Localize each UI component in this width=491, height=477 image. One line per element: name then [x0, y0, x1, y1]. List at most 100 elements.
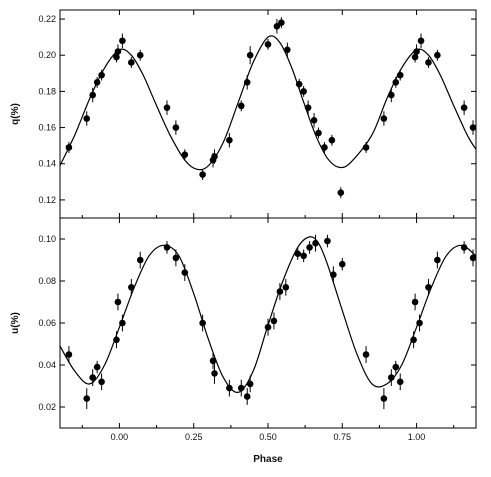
panel-top-data-point [321, 144, 328, 151]
panel-bottom-x-tick-label: 0.25 [185, 432, 203, 442]
panel-bottom-ylabel: u(%) [10, 312, 21, 334]
panel-bottom-data-point [211, 370, 218, 377]
panel-top-data-point [469, 124, 477, 131]
panel-bottom-data-point [388, 374, 395, 381]
panel-top-data-point [114, 48, 122, 55]
panel-top-data-point [337, 189, 345, 196]
panel-bottom-y-tick-label: 0.08 [38, 276, 56, 286]
panel-top-data-point [128, 59, 135, 66]
panel-top-data-point [310, 117, 318, 124]
panel-bottom-x-tick-label: 1.00 [408, 432, 426, 442]
panel-bottom-data-point [434, 256, 441, 264]
panel-bottom-data-point [119, 319, 126, 327]
panel-bottom-data-point [411, 298, 419, 306]
panel-top-data-point [295, 80, 303, 88]
panel-top-data-point [136, 51, 144, 59]
panel-top-data-point [98, 71, 105, 79]
panel-bottom-data-point [380, 395, 388, 402]
panel-top-data-point [392, 79, 400, 86]
panel-bottom-x-tick-label: 0.75 [334, 432, 352, 442]
panel-top-y-tick-label: 0.20 [38, 50, 56, 60]
panel-top-ticks: 0.12 0.14 0.16 0.18 0.20 0.22 [38, 10, 476, 218]
panel-top-data-point [119, 37, 126, 45]
panel-top-data-point [278, 19, 285, 26]
panel-top-data-point [434, 51, 441, 59]
panel-top-data-point [65, 144, 73, 151]
panel-top-data-point [226, 136, 233, 144]
panel-bottom-data-point [312, 239, 319, 247]
panel-top-y-tick-label: 0.18 [38, 86, 56, 96]
panel-top-data-point [246, 51, 254, 59]
panel-bottom-data-point [83, 395, 91, 402]
panel-bottom-y-tick-label: 0.04 [38, 360, 56, 370]
panel-bottom-data-point [65, 351, 73, 358]
panel-top-data-point [163, 104, 171, 111]
panel-top-data-point [83, 115, 91, 122]
panel-bottom-data-point [362, 351, 370, 358]
panel-top-y-tick-label: 0.14 [38, 159, 56, 169]
panel-bottom-data-point [300, 252, 307, 260]
panel-bottom-data-point [163, 244, 171, 251]
panel-bottom-data-point [324, 237, 331, 245]
panel-bottom-data-point [114, 298, 122, 306]
panel-top-data-point [362, 144, 370, 151]
panel-bottom-data-point [460, 244, 468, 251]
panel-bottom-data-point [410, 336, 417, 344]
panel-bottom-points [65, 234, 477, 410]
panel-bottom-y-tick-label: 0.06 [38, 318, 56, 328]
panel-top-data-point [243, 79, 251, 86]
panel-top-data-point [396, 71, 404, 79]
panel-top-y-tick-label: 0.16 [38, 123, 56, 133]
panel-bottom-data-point [226, 384, 233, 392]
panel-bottom-data-point [392, 363, 400, 371]
panel-bottom-data-point [136, 256, 144, 264]
panel-bottom-model-line [59, 236, 477, 393]
panel-bottom-data-point [113, 336, 120, 344]
panel-top-data-point [172, 124, 180, 131]
panel-top-data-point [264, 41, 272, 48]
panel-bottom-data-point [338, 260, 346, 268]
panel-bottom-data-point [89, 374, 96, 381]
panel-top-data-point [93, 79, 101, 86]
panel-bottom-data-point [416, 319, 423, 327]
panel-bottom-x-tick-label: 0.00 [111, 432, 129, 442]
panel-top-data-point [460, 104, 468, 111]
panel-bottom-x-tick-label: 0.50 [259, 432, 277, 442]
panel-bottom-ticks: 0.00 0.25 0.50 0.75 1.00 0.02 0.04 0.06 0.08 0.10 [38, 218, 476, 442]
panel-bottom-data-point [425, 284, 432, 291]
panel-top-data-point [388, 91, 395, 99]
panel-bottom-data-point [246, 380, 254, 388]
panel-bottom-data-point [199, 319, 206, 327]
panel-bottom-data-point [237, 384, 245, 392]
panel-top-data-point [211, 153, 218, 160]
panel-bottom-data-point [469, 254, 477, 262]
panel-top-data-point [199, 171, 206, 178]
panel-top: 0.12 0.14 0.16 0.18 0.20 0.22 q(%) [10, 9, 477, 219]
panel-bottom-data-point [243, 393, 251, 400]
panel-bottom-y-tick-label: 0.02 [38, 402, 56, 412]
panel-bottom-data-point [93, 363, 101, 371]
panel-bottom-data-point [330, 271, 337, 279]
panel-bottom-y-tick-label: 0.10 [38, 234, 56, 244]
panel-top-data-point [284, 46, 291, 54]
panel-top-ylabel: q(%) [10, 103, 21, 125]
panel-bottom-data-point [128, 284, 135, 291]
panel-top-data-point [380, 115, 388, 122]
panel-bottom-data-point [306, 244, 313, 251]
panel-bottom-data-point [270, 317, 278, 325]
panel-top-data-point [315, 129, 322, 137]
panel-top-data-point [328, 136, 336, 144]
panel-bottom-data-point [294, 250, 302, 257]
panel-bottom-data-point [172, 254, 180, 262]
panel-top-data-point [89, 91, 96, 99]
panel-top-data-point [273, 22, 281, 30]
x-axis-title: Phase [253, 454, 283, 465]
panel-bottom-data-point [276, 288, 284, 295]
panel-top-data-point [425, 59, 432, 66]
panel-top-data-point [413, 48, 420, 55]
panel-top-y-tick-label: 0.12 [38, 195, 56, 205]
panel-top-points [65, 17, 477, 199]
panel-top-y-tick-label: 0.22 [38, 14, 56, 24]
panel-top-data-point [237, 102, 245, 110]
